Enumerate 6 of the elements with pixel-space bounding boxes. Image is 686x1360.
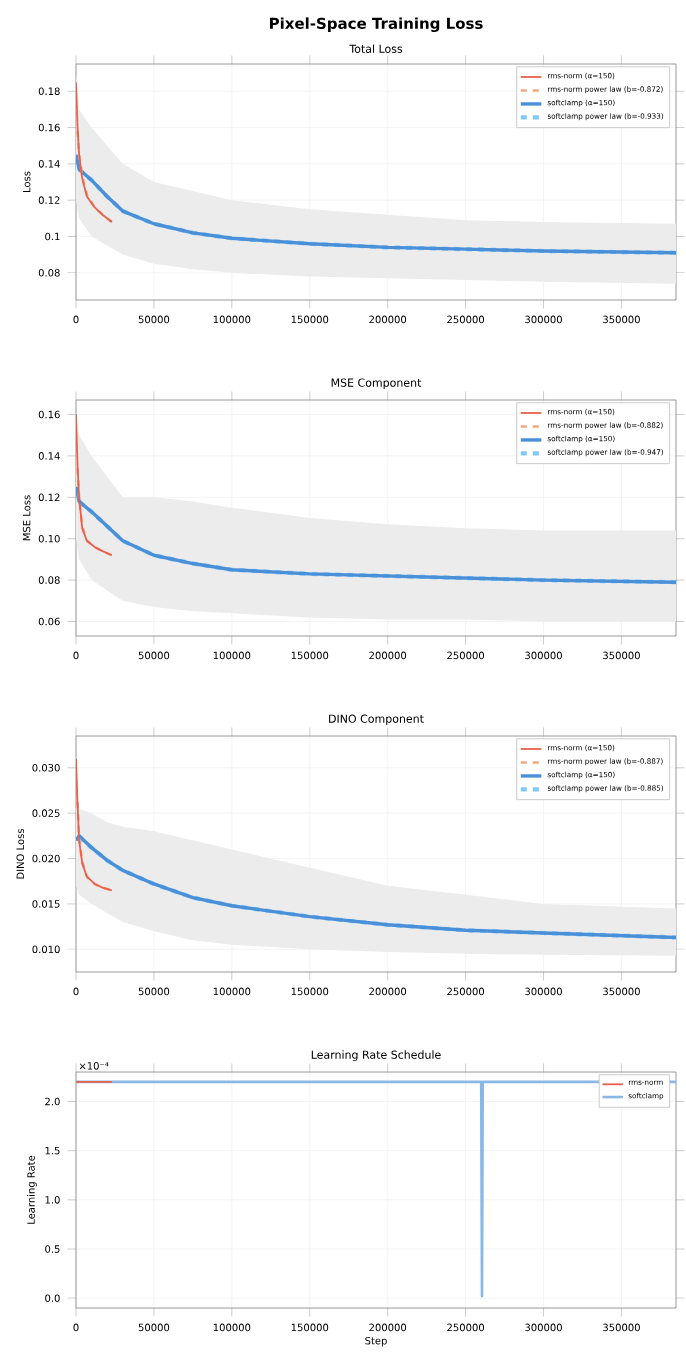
- line-series: [76, 757, 113, 892]
- line-series: [76, 467, 114, 557]
- line-series: [76, 129, 114, 224]
- line-series: [75, 413, 113, 557]
- line-series: [76, 81, 113, 223]
- line-series: [76, 800, 114, 892]
